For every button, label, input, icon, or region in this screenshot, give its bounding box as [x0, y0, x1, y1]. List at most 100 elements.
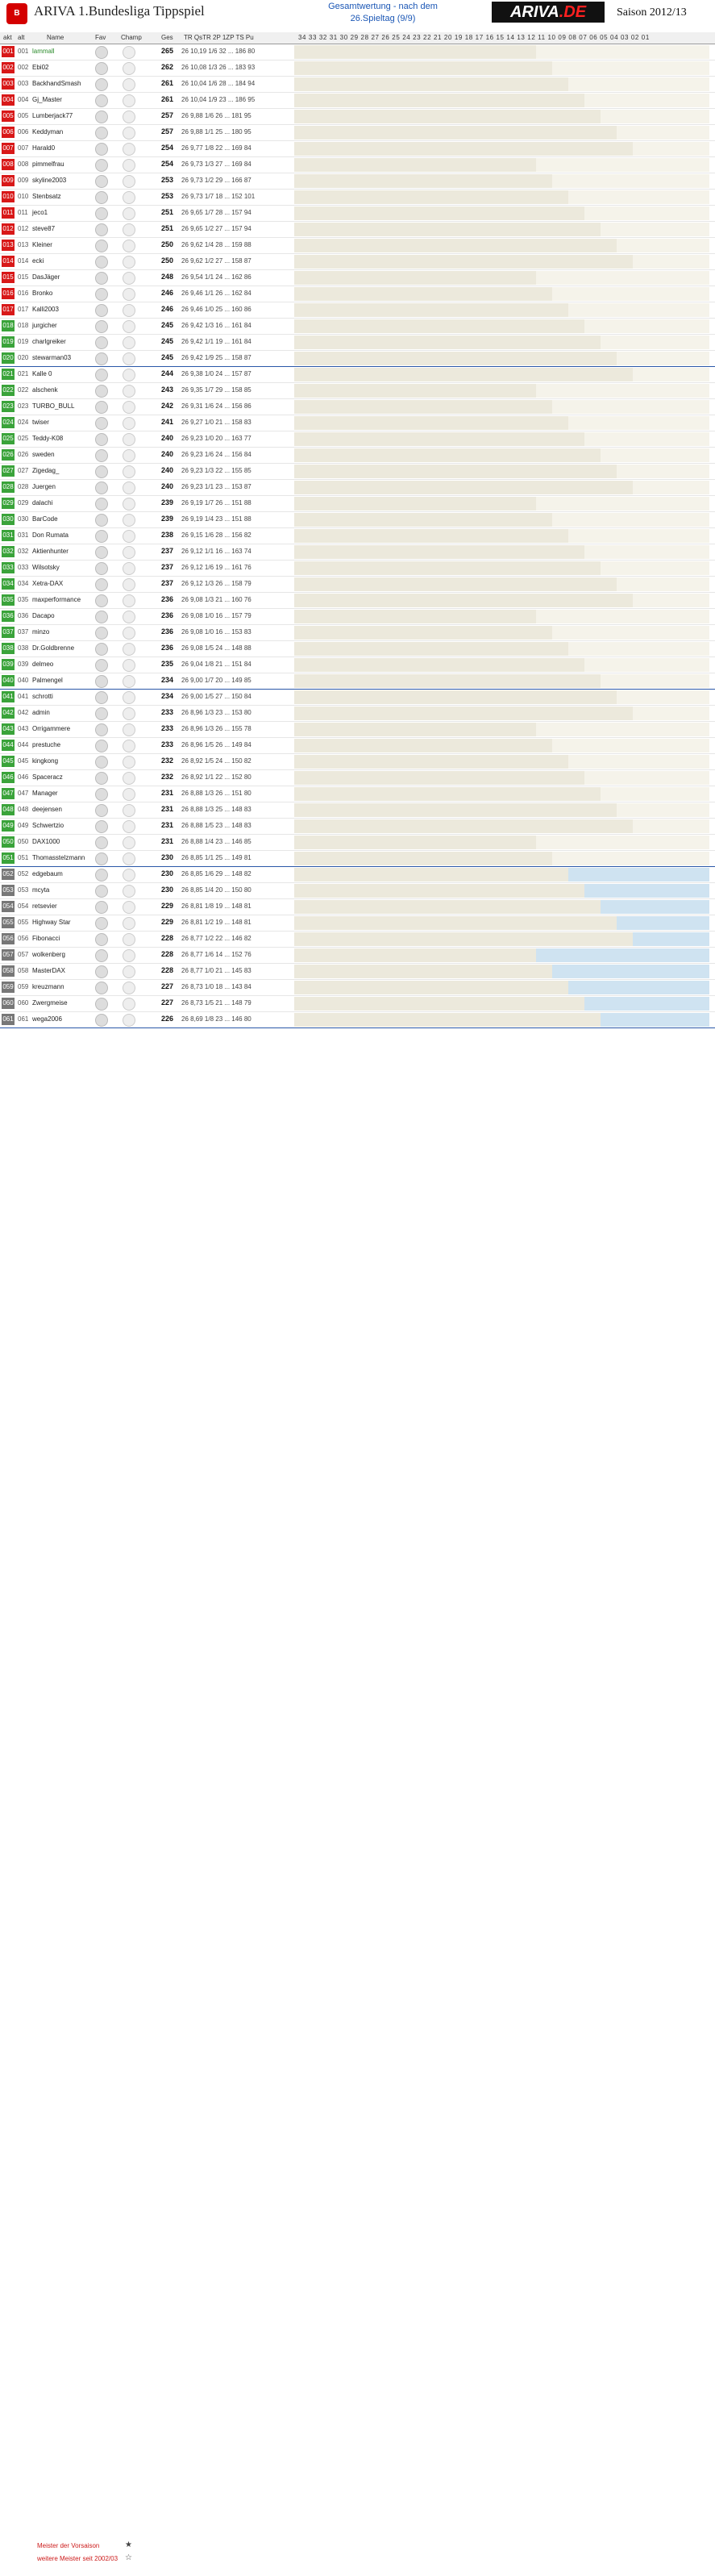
player-name[interactable]: Manager	[32, 790, 58, 797]
player-name[interactable]: kreuzmann	[32, 983, 64, 990]
total-points: 230	[161, 886, 174, 894]
player-name[interactable]: Kalli2003	[32, 306, 59, 313]
player-stats: 26 9,73 1/7 18 ... 152 101	[181, 193, 256, 200]
player-name[interactable]: Harald0	[32, 144, 56, 152]
player-name[interactable]: stewarman03	[32, 354, 72, 361]
player-name[interactable]: edgebaum	[32, 870, 63, 877]
champion-pick-icon	[123, 998, 135, 1011]
player-name[interactable]: delmeo	[32, 661, 54, 668]
player-name[interactable]: Dr.Goldbrenne	[32, 644, 75, 652]
player-name[interactable]: Keddyman	[32, 128, 64, 135]
player-name[interactable]: Bronko	[32, 290, 53, 297]
player-stats: 26 10,08 1/3 26 ... 183 93	[181, 64, 256, 71]
player-name[interactable]: Don Rumata	[32, 531, 69, 539]
player-name[interactable]: admin	[32, 709, 50, 716]
round-points-strip	[294, 916, 709, 930]
player-name[interactable]: Gj_Master	[32, 96, 62, 103]
favorite-team-icon	[95, 401, 108, 414]
player-name[interactable]: Kalle 0	[32, 370, 52, 377]
player-name[interactable]: dalachi	[32, 499, 53, 506]
player-stats: 26 8,73 1/5 21 ... 148 79	[181, 999, 251, 1007]
footer: ★ Meister der Vorsaison ☆ weitere Meiste…	[0, 2539, 715, 2574]
player-name[interactable]: Ebi02	[32, 64, 49, 71]
player-name[interactable]: Wilsotsky	[32, 564, 60, 571]
player-name[interactable]: Orrigammere	[32, 725, 71, 732]
player-name[interactable]: charlgreiker	[32, 338, 66, 345]
player-name[interactable]: Stenbsatz	[32, 193, 61, 200]
favorite-team-icon	[95, 320, 108, 333]
table-row: 028 028 Juergen 240 26 9,23 1/1 23 ... 153 8…	[0, 480, 715, 496]
previous-rank: 036	[18, 612, 29, 619]
total-points: 242	[161, 402, 174, 410]
bundesliga-logo: B	[6, 3, 27, 24]
player-name[interactable]: Thomasstelzmann	[32, 854, 85, 861]
player-name[interactable]: MasterDAX	[32, 967, 65, 974]
player-name[interactable]: skyline2003	[32, 177, 67, 184]
champion-pick-icon	[123, 514, 135, 527]
favorite-team-icon	[95, 256, 108, 269]
round-points-strip	[294, 545, 709, 559]
player-name[interactable]: Xetra-DAX	[32, 580, 64, 587]
player-name[interactable]: sweden	[32, 451, 55, 458]
favorite-team-icon	[95, 643, 108, 656]
player-name[interactable]: minzo	[32, 628, 50, 636]
player-name[interactable]: alschenk	[32, 386, 58, 394]
player-name[interactable]: twiser	[32, 419, 49, 426]
player-stats: 26 9,65 1/2 27 ... 157 94	[181, 225, 251, 232]
player-name[interactable]: TURBO_BULL	[32, 402, 75, 410]
round-points-strip	[294, 739, 709, 752]
player-name[interactable]: Teddy-K08	[32, 435, 64, 442]
player-name[interactable]: Aktienhunter	[32, 548, 69, 555]
player-name[interactable]: kingkong	[32, 757, 59, 765]
table-row: 040 040 Palmengel 234 26 9,00 1/7 20 ... 149…	[0, 673, 715, 690]
champion-pick-icon	[123, 352, 135, 365]
player-name[interactable]: mcyta	[32, 886, 50, 894]
player-name[interactable]: BarCode	[32, 515, 58, 523]
previous-rank: 055	[18, 919, 29, 926]
player-name[interactable]: Dacapo	[32, 612, 55, 619]
player-name[interactable]: wolkenberg	[32, 951, 65, 958]
player-stats: 26 8,96 1/3 23 ... 153 80	[181, 709, 251, 716]
table-row: 025 025 Teddy-K08 240 26 9,23 1/0 20 ... 163…	[0, 431, 715, 448]
total-points: 240	[161, 466, 174, 474]
player-name[interactable]: pimmelfrau	[32, 160, 64, 168]
total-points: 241	[161, 418, 174, 426]
player-name[interactable]: lammall	[32, 48, 55, 55]
player-name[interactable]: Zigedag_	[32, 467, 60, 474]
round-points-strip	[294, 900, 709, 914]
favorite-team-icon	[95, 885, 108, 898]
player-name[interactable]: Zwergmeise	[32, 999, 68, 1007]
player-name[interactable]: deejensen	[32, 806, 62, 813]
player-name[interactable]: Highway Star	[32, 919, 71, 926]
player-name[interactable]: Kleiner	[32, 241, 52, 248]
total-points: 227	[161, 982, 174, 990]
player-name[interactable]: DAX1000	[32, 838, 60, 845]
total-points: 233	[161, 708, 174, 716]
round-points-strip	[294, 303, 709, 317]
player-name[interactable]: Lumberjack77	[32, 112, 73, 119]
player-name[interactable]: wega2006	[32, 1015, 62, 1023]
previous-rank: 020	[18, 354, 29, 361]
player-name[interactable]: prestuche	[32, 741, 61, 748]
player-name[interactable]: Schwertzio	[32, 822, 64, 829]
player-name[interactable]: jeco1	[32, 209, 48, 216]
player-name[interactable]: Palmengel	[32, 677, 63, 684]
player-stats: 26 8,77 1/6 14 ... 152 76	[181, 951, 251, 958]
previous-rank: 058	[18, 967, 29, 974]
player-name[interactable]: Juergen	[32, 483, 56, 490]
player-name[interactable]: steve87	[32, 225, 56, 232]
player-name[interactable]: BackhandSmash	[32, 80, 81, 87]
favorite-team-icon	[95, 46, 108, 59]
player-name[interactable]: Fibonacci	[32, 935, 60, 942]
player-name[interactable]: Spaceracz	[32, 773, 63, 781]
player-name[interactable]: maxperformance	[32, 596, 81, 603]
rank-badge: 045	[2, 756, 15, 767]
rank-badge: 020	[2, 352, 15, 364]
subtitle-line-2: 26.Spieltag (9/9)	[350, 14, 416, 23]
player-name[interactable]: retsevier	[32, 902, 57, 910]
rank-badge: 030	[2, 514, 15, 525]
player-name[interactable]: DasJäger	[32, 273, 60, 281]
player-name[interactable]: ecki	[32, 257, 44, 265]
player-name[interactable]: schrotti	[32, 693, 53, 700]
player-name[interactable]: jurgicher	[32, 322, 57, 329]
